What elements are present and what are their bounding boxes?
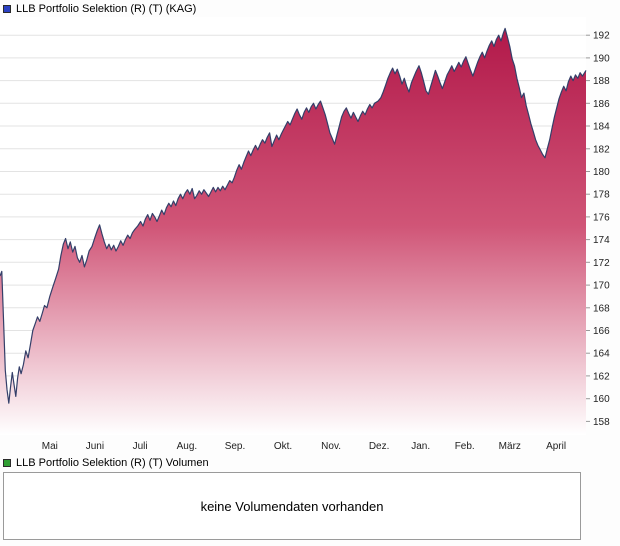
price-legend-color-icon [3, 5, 11, 13]
y-axis-label: 170 [593, 281, 610, 292]
y-axis-label: 188 [593, 76, 610, 87]
y-axis-label: 178 [593, 190, 610, 201]
x-axis-label: Juni [86, 441, 104, 452]
price-chart[interactable]: 158 160 162 164 166 168 170 172 174 176 178 180 182 1… [0, 17, 620, 454]
x-axis-label: März [499, 441, 521, 452]
y-axis-label: 186 [593, 99, 610, 110]
x-axis-label: April [546, 441, 566, 452]
x-axis-label: Nov. [321, 441, 341, 452]
price-chart-svg[interactable]: 158 160 162 164 166 168 170 172 174 176 178 180 182 1… [0, 17, 620, 454]
x-axis-label: Okt. [274, 441, 292, 452]
y-axis-label: 158 [593, 417, 610, 428]
y-axis-label: 168 [593, 303, 610, 314]
y-axis-label: 182 [593, 144, 610, 155]
x-axis-label: Feb. [455, 441, 475, 452]
y-axis-label: 166 [593, 326, 610, 337]
price-legend: LLB Portfolio Selektion (R) (T) (KAG) [3, 3, 196, 15]
y-axis-label: 164 [593, 349, 610, 360]
price-area [0, 28, 586, 436]
x-axis-label: Sep. [225, 441, 246, 452]
volume-panel: keine Volumendaten vorhanden [3, 472, 581, 540]
x-axis-label: Jan. [411, 441, 430, 452]
y-axis-label: 176 [593, 212, 610, 223]
x-axis-labels: Mai Juni Juli Aug. Sep. Okt. Nov. Dez. Jan. Feb. M… [42, 441, 566, 452]
y-axis-label: 184 [593, 122, 610, 133]
volume-legend-label: LLB Portfolio Selektion (R) (T) Volumen [16, 457, 209, 469]
x-axis-label: Dez. [369, 441, 390, 452]
price-line [0, 27, 587, 404]
y-axis-label: 180 [593, 167, 610, 178]
y-axis-labels: 158 160 162 164 166 168 170 172 174 176 178 180 182 1… [593, 31, 610, 428]
volume-message: keine Volumendaten vorhanden [200, 498, 384, 514]
y-axis-label: 172 [593, 258, 610, 269]
y-axis-label: 192 [593, 31, 610, 42]
volume-legend-color-icon [3, 459, 11, 467]
price-legend-label: LLB Portfolio Selektion (R) (T) (KAG) [16, 3, 197, 15]
y-axis-label: 190 [593, 53, 610, 64]
x-axis-label: Aug. [177, 441, 198, 452]
y-axis-label: 162 [593, 371, 610, 382]
y-axis-label: 160 [593, 394, 610, 405]
y-axis-label: 174 [593, 235, 610, 246]
x-axis-label: Mai [42, 441, 58, 452]
x-axis-label: Juli [133, 441, 148, 452]
volume-legend: LLB Portfolio Selektion (R) (T) Volumen [3, 457, 209, 469]
